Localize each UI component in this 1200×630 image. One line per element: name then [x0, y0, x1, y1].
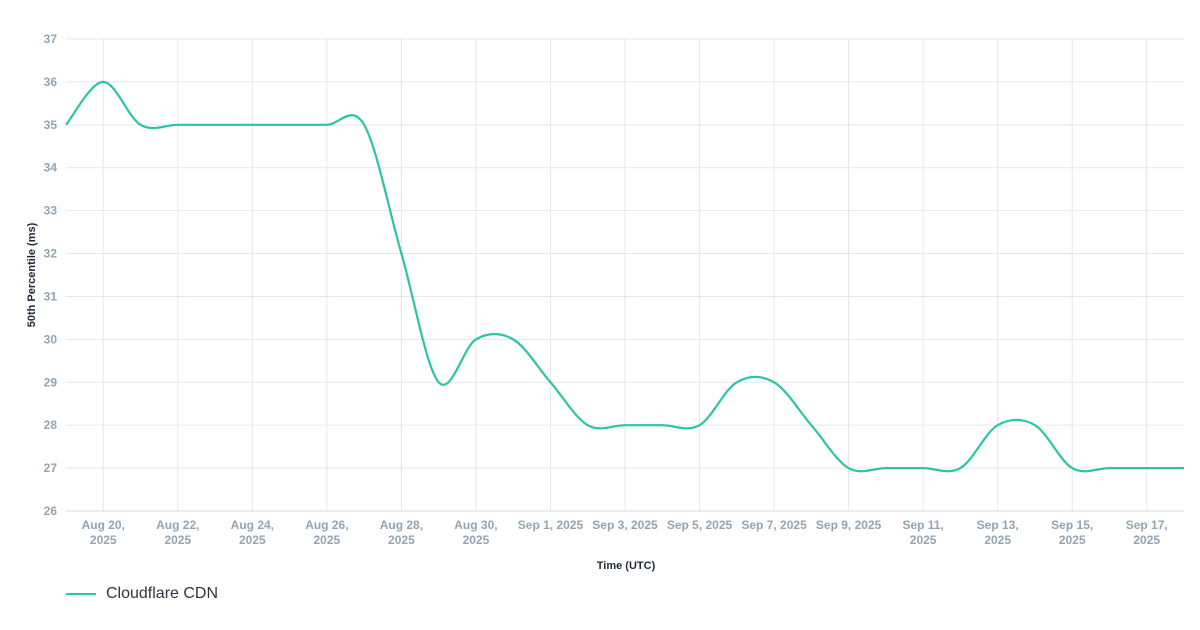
x-tick-label: 2025	[90, 533, 117, 547]
y-tick-label: 26	[44, 504, 58, 518]
legend[interactable]: Cloudflare CDN	[66, 585, 218, 603]
series-lines	[65, 80, 1184, 473]
x-tick-label: 2025	[984, 533, 1011, 547]
y-tick-label: 35	[44, 118, 58, 132]
x-tick-label: 2025	[1133, 533, 1160, 547]
x-tick-label: Aug 28,	[380, 518, 423, 532]
y-tick-label: 28	[44, 418, 58, 432]
x-tick-label: 2025	[463, 533, 490, 547]
y-tick-label: 31	[44, 289, 58, 303]
y-tick-label: 34	[44, 161, 58, 175]
x-tick-label: Sep 1, 2025	[518, 518, 584, 532]
x-tick-label: Aug 30,	[454, 518, 497, 532]
x-tick-label: Aug 26,	[305, 518, 348, 532]
x-tick-label: 2025	[388, 533, 415, 547]
x-tick-label: Sep 17,	[1126, 518, 1168, 532]
x-tick-label: Sep 13,	[977, 518, 1019, 532]
x-tick-label: Sep 15,	[1051, 518, 1093, 532]
x-tick-label: 2025	[1059, 533, 1086, 547]
legend-swatch	[66, 593, 96, 595]
y-tick-label: 29	[44, 375, 58, 389]
y-tick-label: 36	[44, 75, 58, 89]
x-axis-title: Time (UTC)	[597, 560, 656, 572]
x-tick-label: Aug 22,	[156, 518, 199, 532]
x-tick-label: 2025	[164, 533, 191, 547]
x-tick-label: 2025	[314, 533, 341, 547]
y-tick-label: 33	[44, 204, 58, 218]
x-tick-label: Aug 24,	[231, 518, 274, 532]
y-axis-ticks: 26 27 28 29 30 31 32 33 34 35 36 37	[44, 32, 58, 518]
x-tick-label: 2025	[910, 533, 937, 547]
y-tick-label: 37	[44, 32, 58, 46]
y-axis-title: 50th Percentile (ms)	[26, 222, 38, 327]
series-line-cloudflare-cdn[interactable]	[65, 80, 1184, 473]
x-tick-label: Sep 5, 2025	[667, 518, 733, 532]
chart-gridlines	[66, 38, 1184, 512]
legend-item-cloudflare-cdn[interactable]: Cloudflare CDN	[106, 585, 219, 602]
y-tick-label: 27	[44, 461, 58, 475]
x-tick-label: Sep 3, 2025	[592, 518, 658, 532]
y-tick-label: 30	[44, 332, 58, 346]
x-tick-label: Sep 11,	[902, 518, 943, 532]
x-tick-label: 2025	[239, 533, 266, 547]
x-tick-label: Sep 9, 2025	[816, 518, 882, 532]
x-tick-label: Aug 20,	[82, 518, 125, 532]
y-tick-label: 32	[44, 247, 58, 261]
x-tick-label: Sep 7, 2025	[741, 518, 807, 532]
